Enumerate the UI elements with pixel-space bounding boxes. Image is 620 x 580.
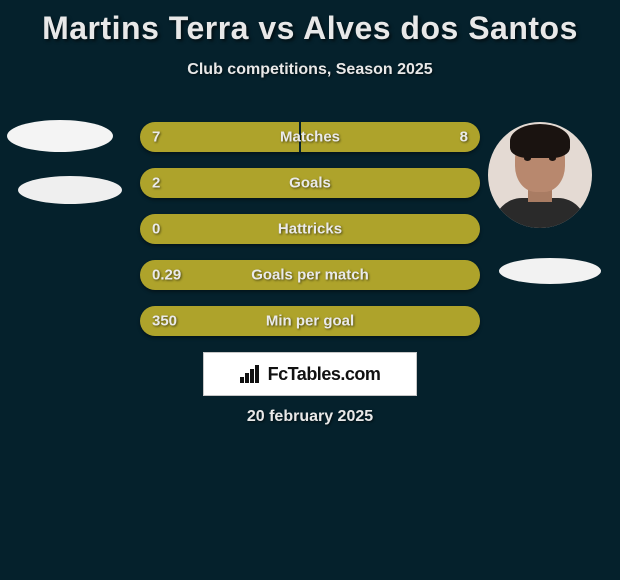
stat-row-goals-per-match: 0.29 Goals per match xyxy=(140,260,480,290)
stat-row-min-per-goal: 350 Min per goal xyxy=(140,306,480,336)
player-right-avatar xyxy=(488,122,592,228)
brand-text: FcTables.com xyxy=(268,364,381,385)
player-left-avatar-placeholder xyxy=(7,120,113,152)
bar-chart-icon xyxy=(240,365,262,383)
stats-bars: 7 Matches 8 2 Goals 0 Hattricks 0.29 Goa… xyxy=(140,122,480,352)
stat-row-goals: 2 Goals xyxy=(140,168,480,198)
stat-value-left: 0.29 xyxy=(152,267,181,284)
stat-value-left: 7 xyxy=(152,129,160,146)
player-left-team-placeholder xyxy=(18,176,122,204)
stat-row-hattricks: 0 Hattricks xyxy=(140,214,480,244)
stat-row-matches: 7 Matches 8 xyxy=(140,122,480,152)
stat-value-left: 2 xyxy=(152,175,160,192)
brand-box: FcTables.com xyxy=(203,352,417,396)
stat-value-right: 8 xyxy=(460,129,468,146)
date-text: 20 february 2025 xyxy=(0,408,620,426)
page-subtitle: Club competitions, Season 2025 xyxy=(0,61,620,79)
player-right-team-placeholder xyxy=(499,258,601,284)
page-title: Martins Terra vs Alves dos Santos xyxy=(0,0,620,47)
bar-divider xyxy=(299,122,301,152)
stat-value-left: 350 xyxy=(152,313,177,330)
stat-value-left: 0 xyxy=(152,221,160,238)
